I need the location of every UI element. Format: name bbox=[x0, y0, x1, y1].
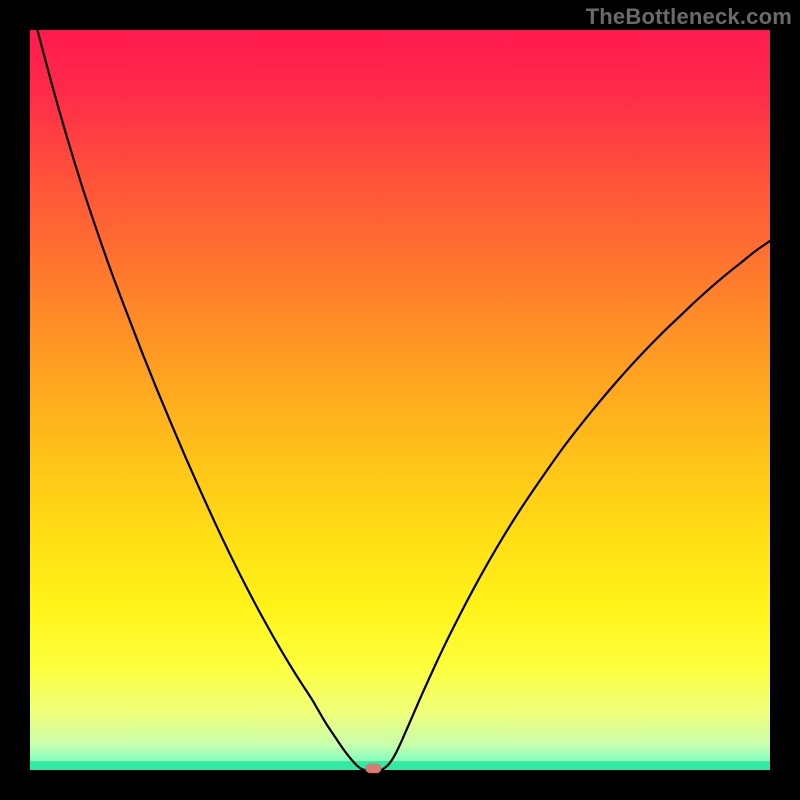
valley-marker bbox=[365, 764, 381, 774]
bottleneck-chart bbox=[0, 0, 800, 800]
chart-container: TheBottleneck.com bbox=[0, 0, 800, 800]
bottom-green-band bbox=[30, 761, 770, 770]
watermark-text: TheBottleneck.com bbox=[586, 4, 792, 30]
plot-background bbox=[30, 30, 770, 770]
